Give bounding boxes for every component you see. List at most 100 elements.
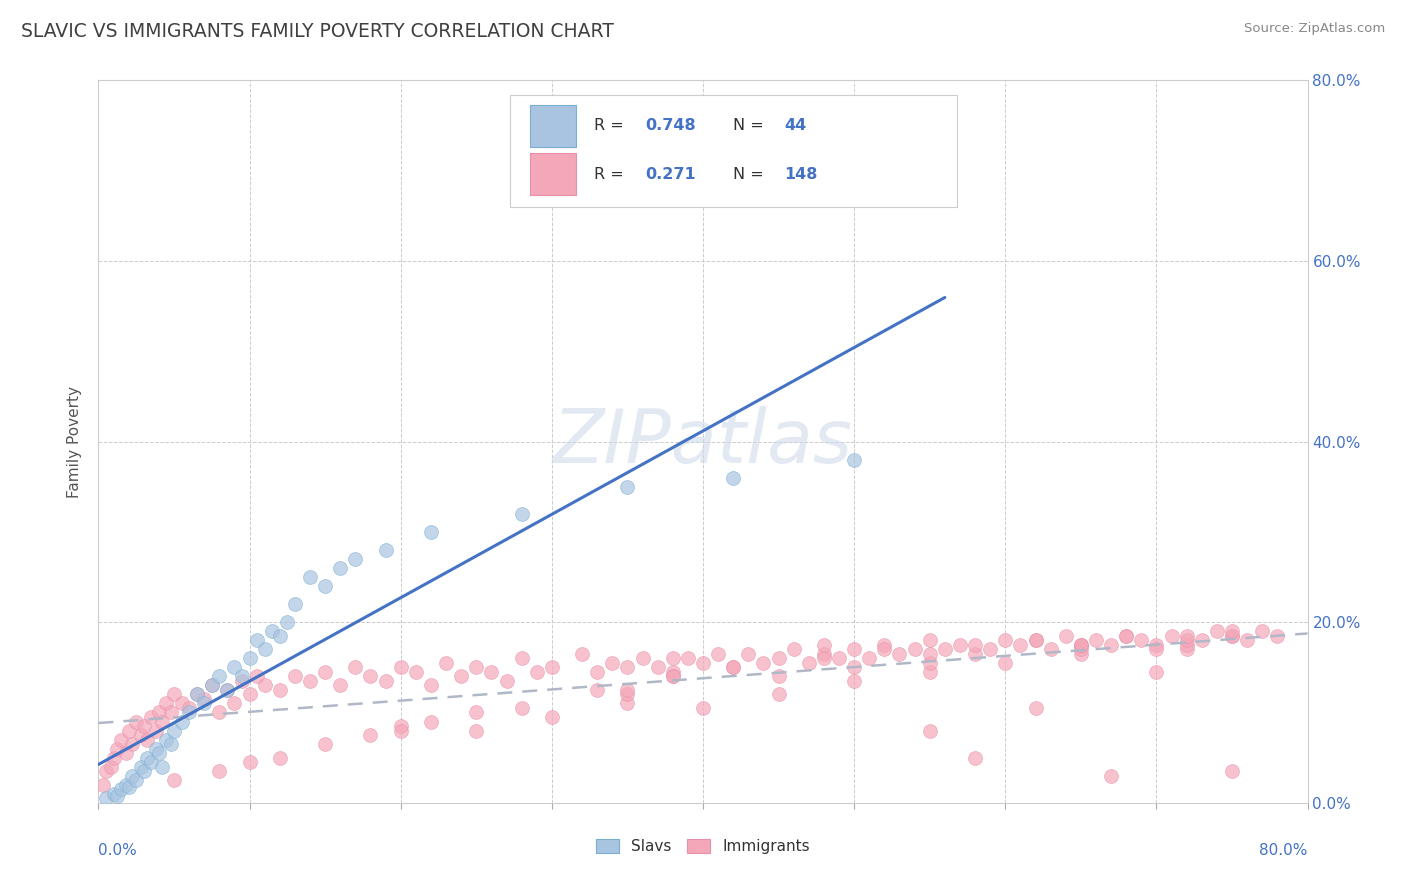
Point (994, 656, 1017, 670)
Point (246, 669, 269, 683)
Point (481, 665, 503, 679)
Point (661, 651, 683, 665)
Point (540, 710, 562, 724)
Text: 80.0%: 80.0% (1260, 843, 1308, 857)
Point (602, 656, 624, 670)
Point (510, 651, 533, 665)
Point (155, 697, 177, 711)
Point (360, 728, 382, 742)
Point (918, 656, 941, 670)
Point (450, 669, 472, 683)
Point (434, 656, 457, 670)
Point (723, 471, 745, 485)
Text: Source: ZipAtlas.com: Source: ZipAtlas.com (1244, 22, 1385, 36)
Point (186, 687, 208, 701)
Point (118, 723, 141, 738)
Point (420, 524, 443, 539)
Point (179, 701, 201, 715)
Point (239, 687, 262, 701)
Point (170, 714, 193, 729)
Point (253, 642, 276, 657)
Point (1144, 642, 1167, 657)
Point (208, 764, 231, 779)
Point (737, 647, 759, 661)
Point (844, 642, 866, 657)
Point (676, 651, 699, 665)
Point (1115, 629, 1137, 643)
Point (586, 665, 609, 679)
Point (360, 669, 382, 683)
Point (246, 633, 269, 648)
Point (616, 480, 638, 494)
Point (965, 647, 987, 661)
Point (844, 660, 866, 674)
Point (284, 597, 307, 611)
Point (150, 760, 173, 774)
Point (269, 682, 291, 697)
Point (813, 638, 835, 652)
Point (965, 638, 987, 652)
Point (1070, 638, 1092, 652)
Point (135, 750, 157, 764)
Point (631, 651, 654, 665)
Point (873, 642, 896, 657)
Point (844, 673, 866, 688)
Point (125, 714, 148, 729)
Point (918, 647, 941, 661)
Point (103, 750, 125, 764)
Point (661, 669, 683, 683)
Point (105, 741, 128, 756)
FancyBboxPatch shape (530, 153, 576, 195)
Point (163, 723, 186, 738)
Point (94, 791, 117, 805)
Point (224, 660, 246, 674)
Point (276, 615, 298, 630)
Point (186, 687, 208, 701)
Point (314, 665, 336, 679)
Point (148, 706, 170, 720)
Point (783, 642, 806, 657)
Point (979, 642, 1001, 657)
Point (1099, 769, 1122, 783)
Point (813, 651, 835, 665)
Point (918, 723, 941, 738)
Point (768, 687, 790, 701)
Point (1220, 764, 1243, 779)
Point (1220, 629, 1243, 643)
FancyBboxPatch shape (509, 95, 957, 207)
Point (918, 665, 941, 679)
Point (1175, 638, 1198, 652)
Point (1220, 629, 1243, 643)
Text: R =: R = (595, 119, 628, 133)
Legend: Slavs, Immigrants: Slavs, Immigrants (591, 833, 815, 860)
Text: ZIPatlas: ZIPatlas (553, 406, 853, 477)
Point (344, 552, 367, 566)
Point (873, 638, 896, 652)
Point (374, 673, 396, 688)
Point (510, 507, 533, 521)
Point (239, 755, 262, 769)
Point (269, 750, 291, 764)
Point (540, 660, 562, 674)
Point (94, 764, 117, 779)
Point (215, 682, 238, 697)
Point (141, 710, 163, 724)
Point (269, 629, 291, 643)
Point (965, 750, 987, 764)
Point (299, 570, 322, 584)
Point (1175, 633, 1198, 648)
Point (314, 579, 336, 593)
Point (465, 706, 488, 720)
Point (616, 697, 638, 711)
Point (110, 782, 132, 797)
Text: R =: R = (595, 167, 628, 182)
Point (114, 778, 136, 792)
Point (100, 760, 122, 774)
Point (647, 660, 669, 674)
Point (616, 682, 638, 697)
Point (495, 673, 517, 688)
Point (661, 669, 683, 683)
Point (284, 669, 307, 683)
Point (129, 728, 152, 742)
Point (692, 656, 714, 670)
